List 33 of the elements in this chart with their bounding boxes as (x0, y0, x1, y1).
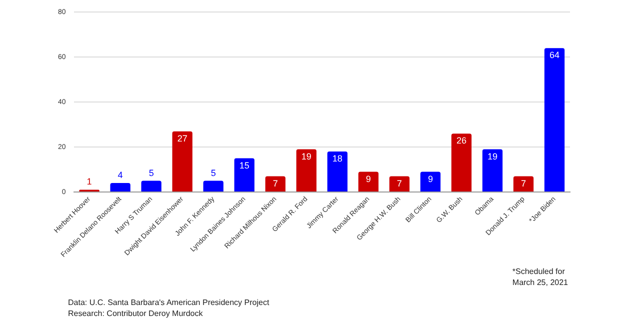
data-label: 9 (428, 174, 433, 184)
data-label: 7 (272, 178, 278, 188)
data-label: 9 (366, 174, 371, 184)
data-label: 19 (487, 151, 498, 162)
bar (203, 180, 224, 192)
data-label: 5 (148, 168, 154, 178)
bar (358, 172, 378, 192)
data-label: 7 (520, 178, 526, 188)
data-label: 7 (396, 178, 402, 188)
bar (420, 172, 441, 192)
bar (389, 176, 410, 192)
text: Data: U.C. Santa Barbara's American Presidency Project Research: Contributor Deroy Murdock (68, 297, 270, 319)
bar (141, 180, 162, 192)
data-label: 19 (301, 151, 312, 162)
bar (296, 149, 316, 192)
bar (482, 149, 503, 192)
data-label: 64 (549, 50, 560, 60)
bar (451, 134, 472, 192)
bar (172, 131, 192, 192)
data-label: 4 (118, 170, 123, 180)
bar (234, 158, 254, 192)
data-label: 15 (239, 160, 250, 170)
bar (513, 176, 534, 192)
data-label: 1 (86, 176, 92, 187)
text: *Scheduled for March 25, 2021 (512, 266, 568, 288)
data-label: 27 (177, 133, 188, 144)
data-label: 18 (332, 154, 342, 164)
data-label: 26 (456, 136, 466, 146)
bar (327, 152, 348, 192)
bar (544, 48, 565, 192)
data-label: 5 (210, 168, 216, 178)
bar (265, 176, 286, 192)
bar (110, 183, 130, 192)
